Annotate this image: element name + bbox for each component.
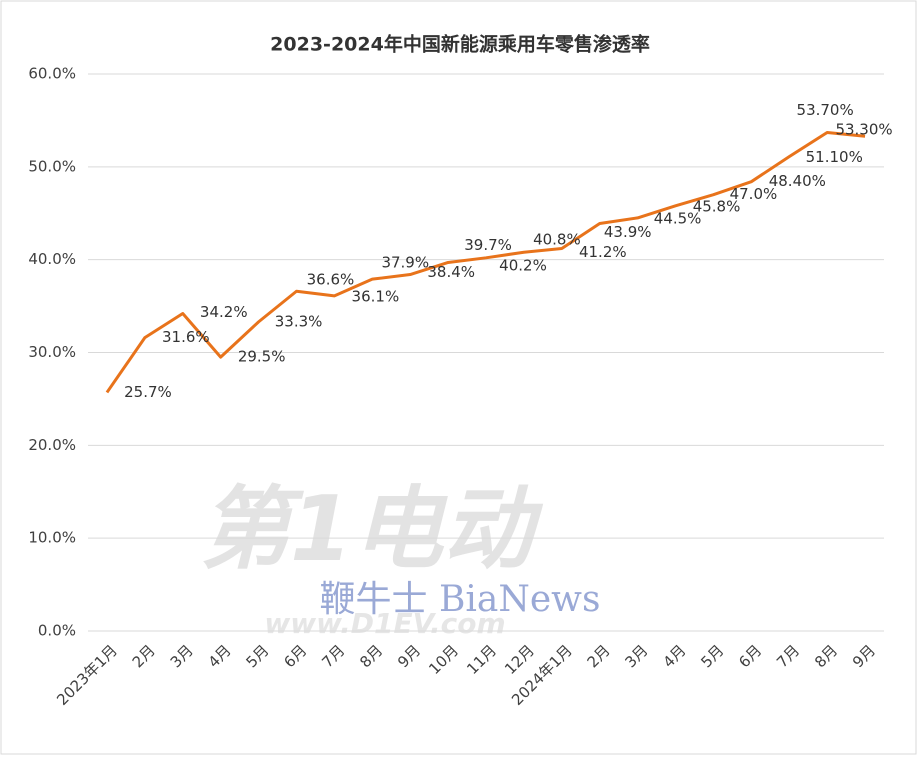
data-label: 41.2% [579,243,627,261]
y-tick-label: 40.0% [28,250,76,268]
data-label: 40.8% [533,231,581,249]
y-tick-label: 30.0% [28,343,76,361]
data-line [105,130,866,394]
data-label: 47.0% [730,185,778,203]
watermark: 鞭牛士 BiaNews [320,579,601,620]
data-label: 44.5% [654,209,702,227]
data-label: 45.8% [693,197,741,215]
data-label: 36.1% [352,287,400,305]
y-tick-label: 10.0% [28,529,76,547]
data-label: 51.10% [806,148,863,166]
data-label: 37.9% [381,254,429,272]
data-label: 53.30% [835,121,892,139]
chart-title: 2023-2024年中国新能源乘用车零售渗透率 [270,33,650,56]
data-label: 48.40% [769,172,826,190]
data-label: 34.2% [200,303,248,321]
y-tick-label: 20.0% [28,436,76,454]
data-label: 40.2% [499,256,547,274]
data-label: 29.5% [238,348,286,366]
y-tick-label: 60.0% [28,65,76,83]
y-tick-label: 50.0% [28,157,76,175]
data-label: 36.6% [307,271,355,289]
data-label: 39.7% [464,236,512,254]
y-tick-label: 0.0% [38,622,76,640]
data-label: 38.4% [427,263,475,281]
watermark: www.D1EV.com [264,607,505,640]
data-label: 31.6% [162,328,210,346]
data-label: 25.7% [124,383,172,401]
data-label: 43.9% [604,223,652,241]
data-label: 33.3% [275,312,323,330]
data-label: 53.70% [797,101,854,119]
watermark: 第1电动 [200,477,544,582]
